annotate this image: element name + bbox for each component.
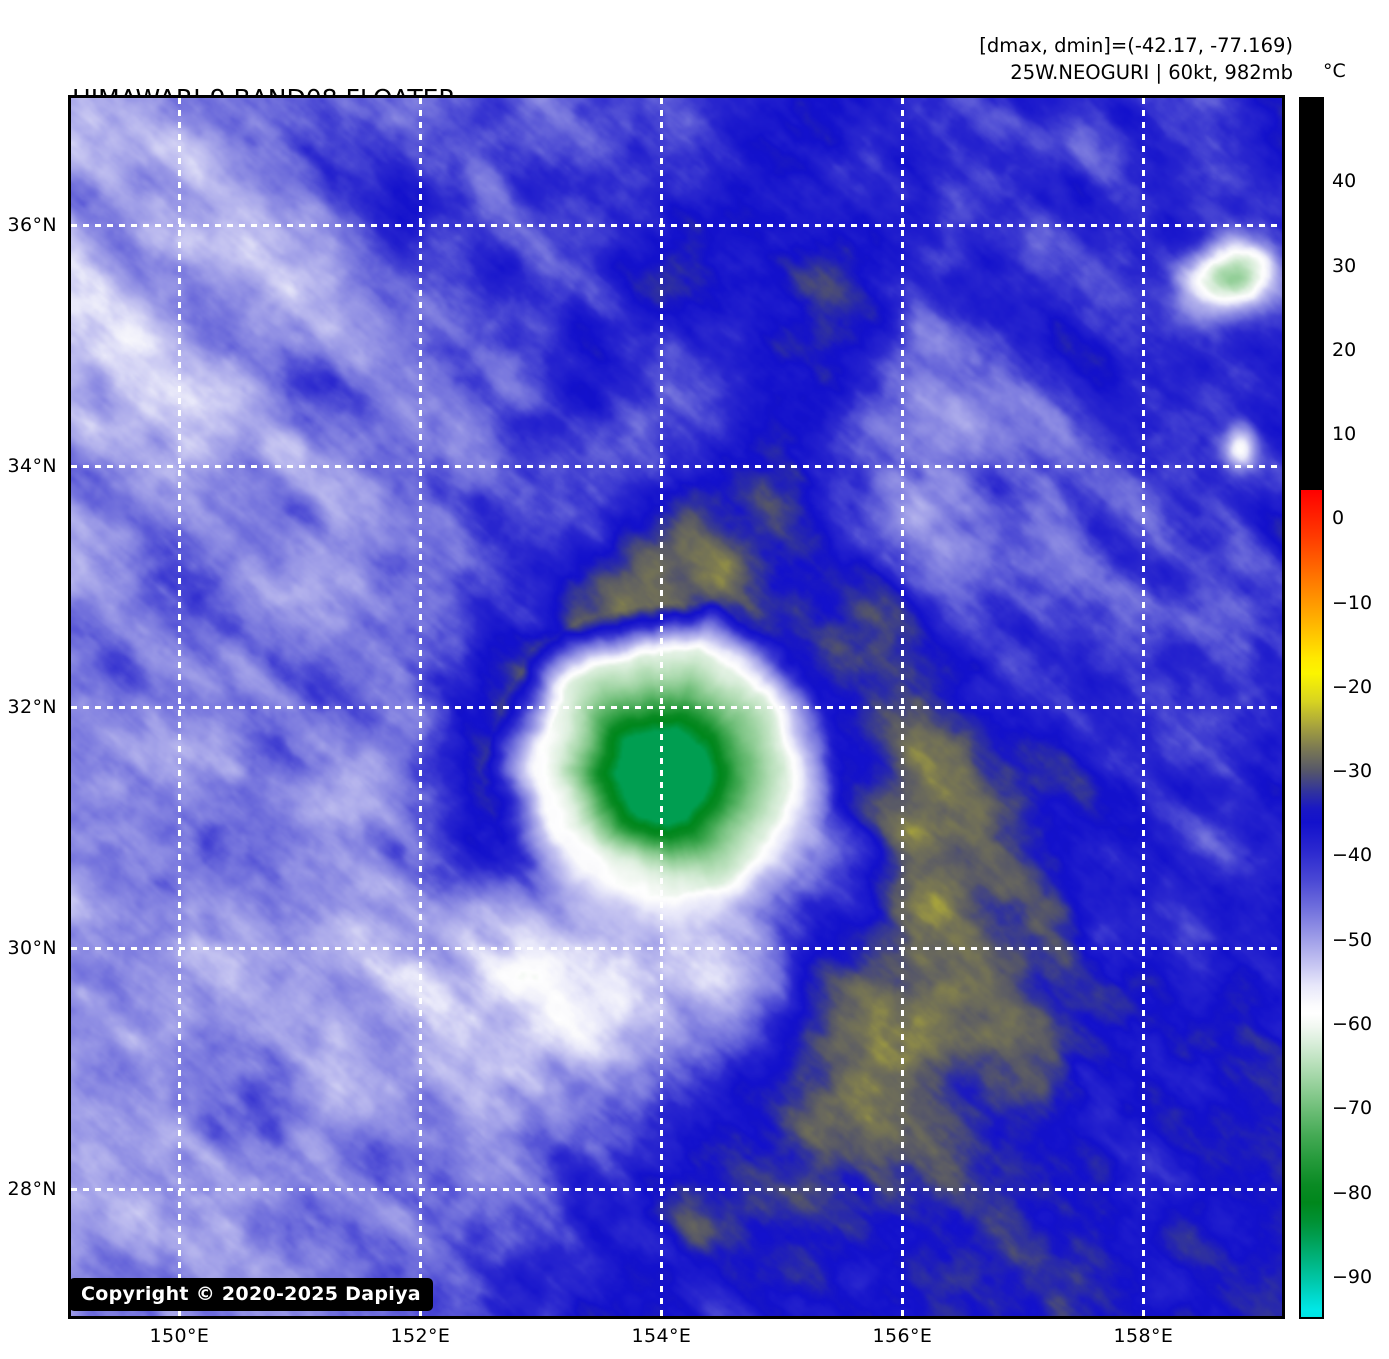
colorbar-tick--60: −60 xyxy=(1332,1013,1373,1036)
colorbar-tick-0: 0 xyxy=(1332,507,1345,530)
colorbar-unit-label: °C xyxy=(1323,60,1346,82)
colorbar-tick-30: 30 xyxy=(1332,254,1357,277)
lon-tick-label-158: 158°E xyxy=(1113,1325,1174,1347)
copyright-watermark: Copyright © 2020-2025 Dapiya xyxy=(69,1278,433,1311)
lat-tick-label-32: 32°N xyxy=(7,696,57,718)
colorbar-tick--10: −10 xyxy=(1332,591,1373,614)
lat-tick-label-28: 28°N xyxy=(7,1178,57,1201)
lon-tick-label-154: 154°E xyxy=(631,1325,692,1347)
colorbar-tick--50: −50 xyxy=(1332,928,1373,951)
lon-tick-label-152: 152°E xyxy=(390,1325,451,1347)
satellite-image-plot[interactable] xyxy=(68,95,1285,1319)
lon-tick-label-156: 156°E xyxy=(872,1325,933,1347)
lat-tick-label-36: 36°N xyxy=(7,213,57,236)
colorbar-gradient-segment xyxy=(1301,489,1322,1317)
temperature-colorbar xyxy=(1299,97,1324,1319)
colorbar-tick-20: 20 xyxy=(1332,338,1357,361)
colorbar-tick--20: −20 xyxy=(1332,675,1373,698)
dmax-dmin-readout: [dmax, dmin]=(-42.17, -77.169) xyxy=(979,34,1293,57)
lat-tick-label-30: 30°N xyxy=(7,937,57,960)
colorbar-tick--90: −90 xyxy=(1332,1265,1373,1288)
storm-info-readout: 25W.NEOGURI | 60kt, 982mb xyxy=(1010,60,1293,84)
satellite-imagery-canvas xyxy=(71,98,1282,1316)
colorbar-saturated-black-segment xyxy=(1301,99,1322,490)
colorbar-tick--40: −40 xyxy=(1332,844,1373,867)
lon-tick-label-150: 150°E xyxy=(149,1325,210,1347)
colorbar-tick--80: −80 xyxy=(1332,1181,1373,1204)
colorbar-tick-10: 10 xyxy=(1332,423,1357,446)
lat-tick-label-34: 34°N xyxy=(7,454,57,477)
colorbar-tick-40: 40 xyxy=(1332,170,1357,193)
metadata-block: [dmax, dmin]=(-42.17, -77.169) 25W.NEOGU… xyxy=(979,33,1293,87)
colorbar-tick--70: −70 xyxy=(1332,1097,1373,1120)
colorbar-tick--30: −30 xyxy=(1332,760,1373,783)
